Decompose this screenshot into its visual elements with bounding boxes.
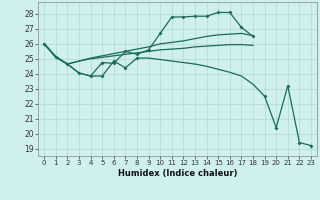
X-axis label: Humidex (Indice chaleur): Humidex (Indice chaleur) bbox=[118, 169, 237, 178]
